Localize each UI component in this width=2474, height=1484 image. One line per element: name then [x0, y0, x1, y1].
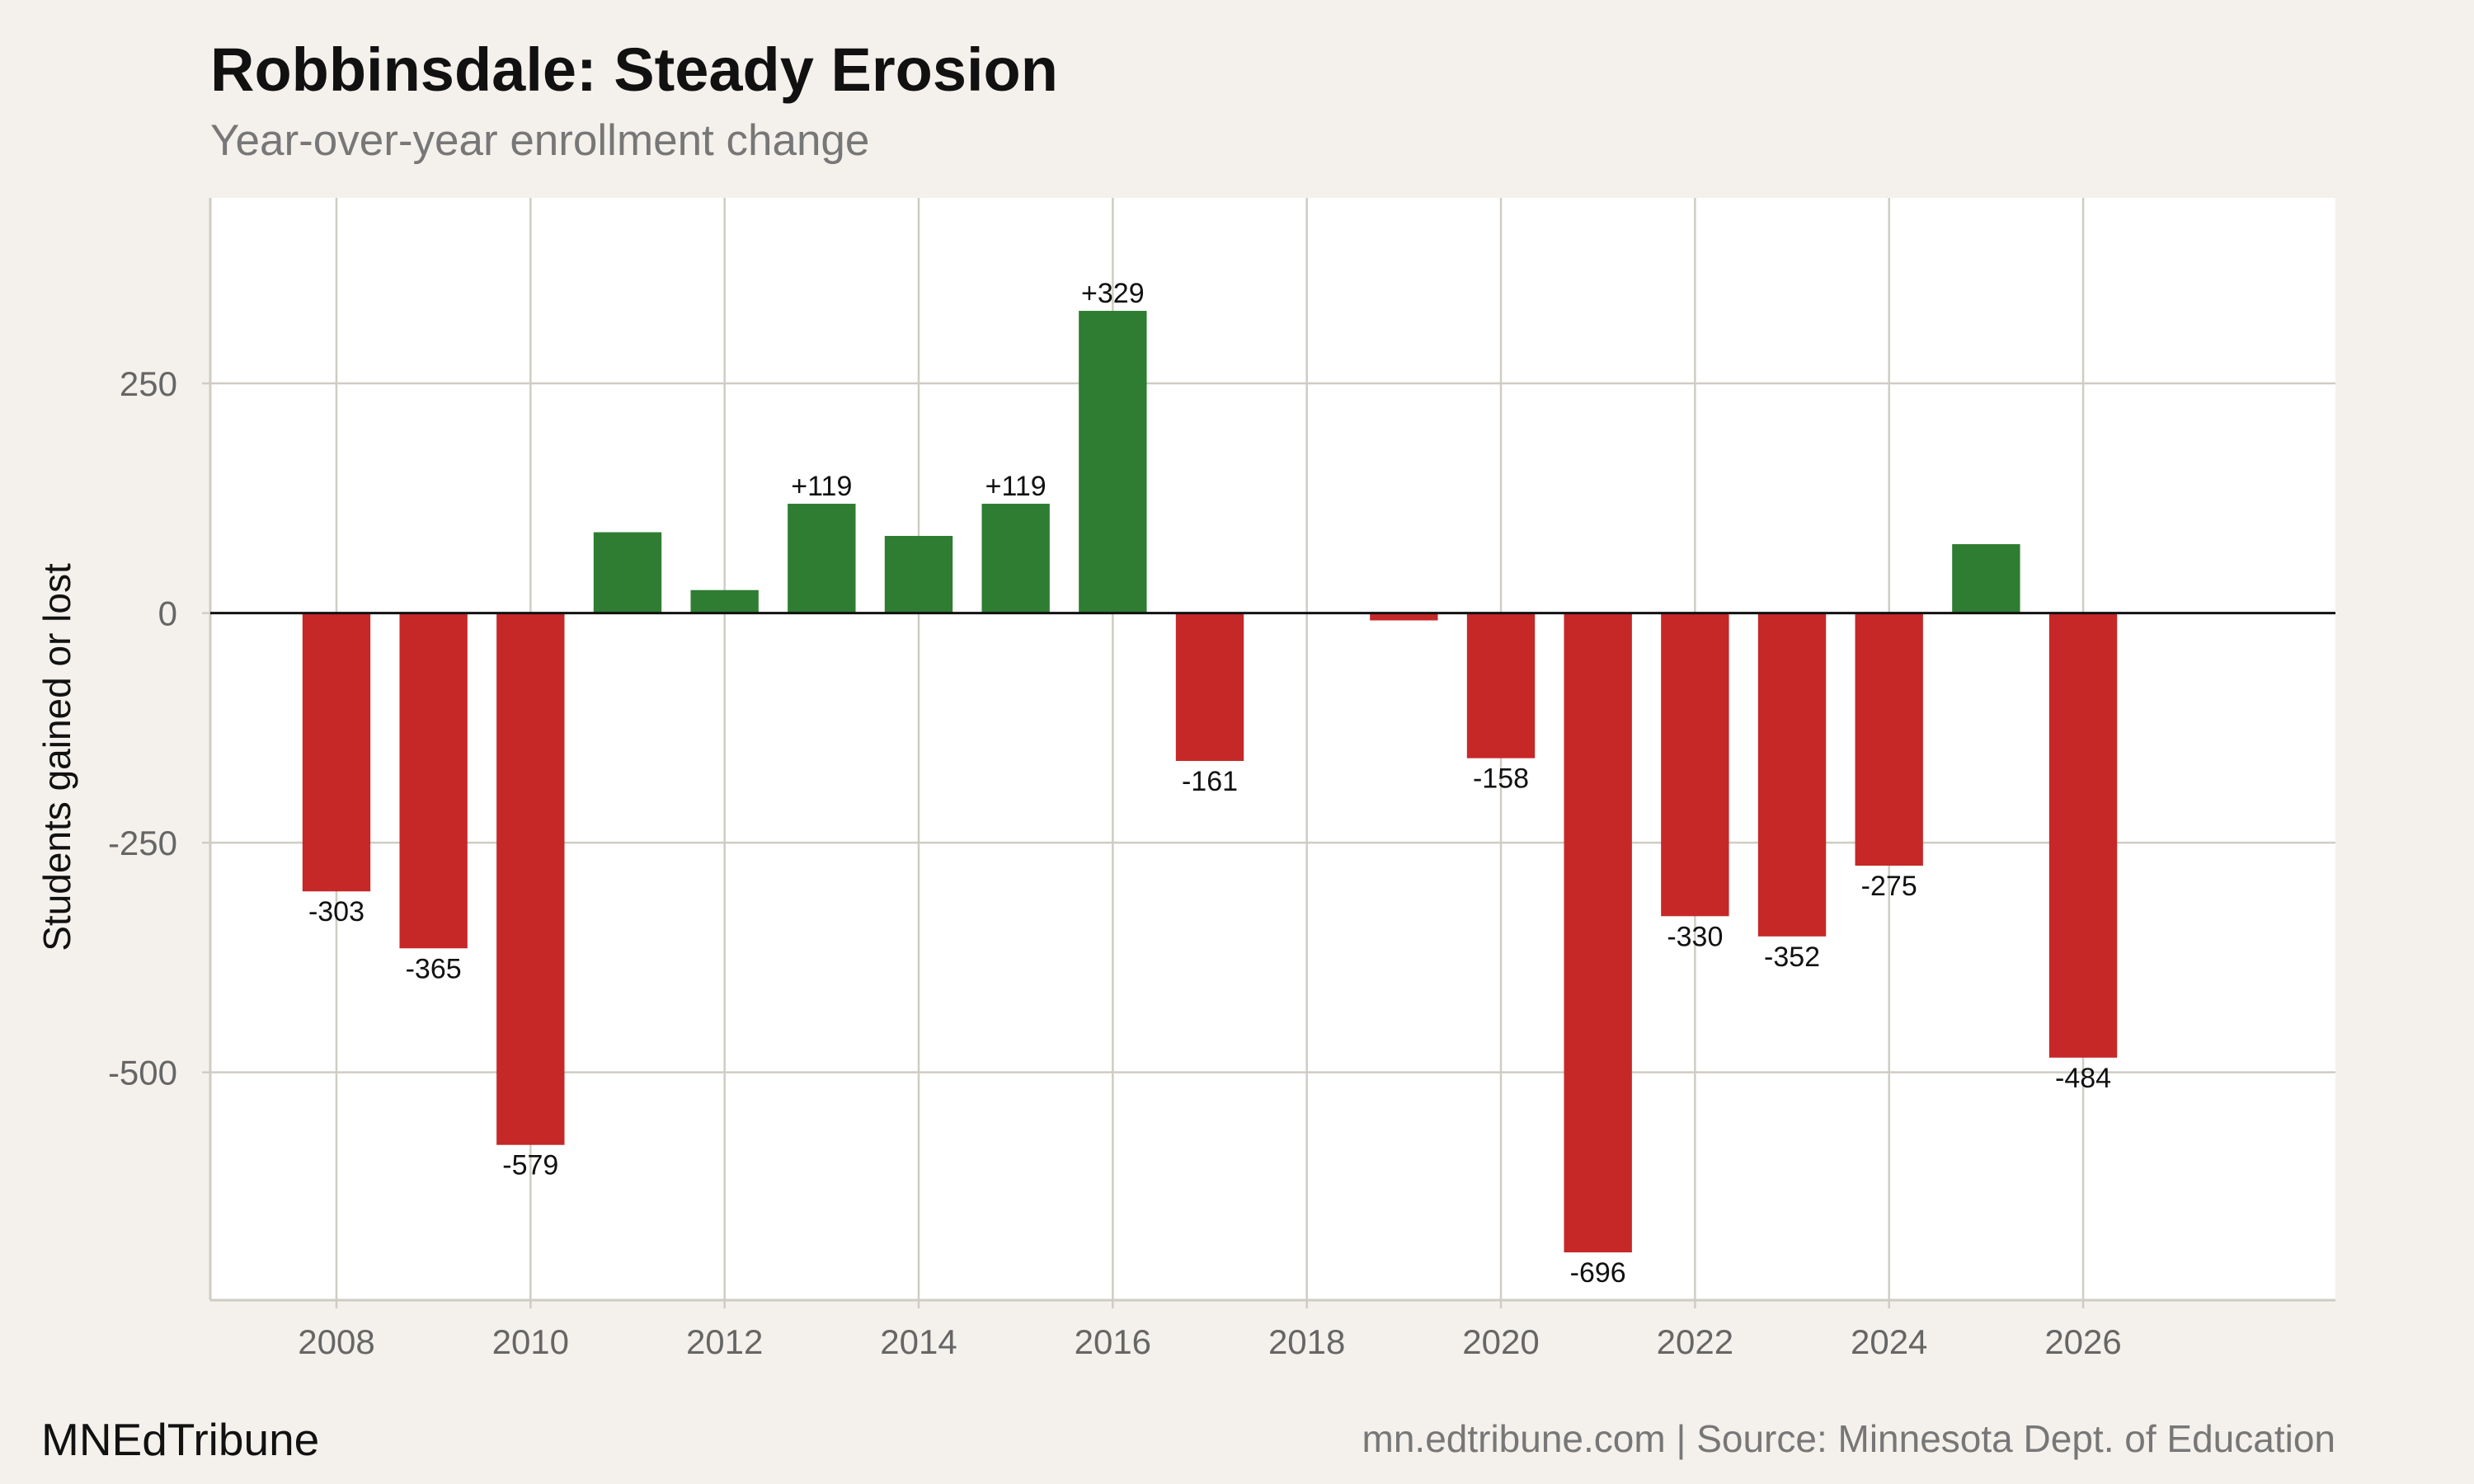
y-tick-label: 250 — [120, 364, 177, 403]
bar-2022 — [1661, 613, 1729, 917]
source-note: mn.edtribune.com | Source: Minnesota Dep… — [1362, 1417, 2335, 1460]
data-label-2008: -303 — [308, 896, 365, 928]
x-tick-label: 2024 — [1851, 1322, 1927, 1361]
y-tick-label: -250 — [108, 824, 177, 862]
x-tick-label: 2010 — [492, 1322, 569, 1361]
bar-2020 — [1466, 613, 1536, 758]
bar-2016 — [1079, 311, 1147, 613]
x-tick-label: 2012 — [686, 1322, 763, 1361]
bar-2012 — [690, 589, 759, 613]
chart-subtitle: Year-over-year enrollment change — [210, 116, 870, 165]
data-label-2026: -484 — [2055, 1063, 2111, 1094]
data-label-2020: -158 — [1473, 763, 1529, 795]
data-label-2009: -365 — [406, 953, 462, 984]
y-tick-label: -500 — [108, 1054, 177, 1092]
brand-name: MNEdTribune — [41, 1414, 320, 1465]
data-label-2010: -579 — [502, 1150, 558, 1181]
bar-2015 — [981, 504, 1050, 613]
chart-title: Robbinsdale: Steady Erosion — [210, 35, 1058, 104]
data-label-2023: -352 — [1764, 942, 1820, 973]
x-tick-label: 2026 — [2044, 1322, 2121, 1361]
bar-2011 — [593, 532, 662, 613]
data-label-2024: -275 — [1861, 871, 1917, 902]
data-label-2021: -696 — [1570, 1257, 1626, 1289]
x-tick-label: 2008 — [298, 1322, 374, 1361]
bar-2024 — [1855, 613, 1923, 866]
bar-2014 — [884, 536, 953, 613]
bar-2008 — [302, 613, 371, 892]
bar-2021 — [1564, 613, 1632, 1253]
data-label-2016: +329 — [1081, 278, 1145, 309]
data-label-2017: -161 — [1182, 766, 1238, 797]
x-tick-label: 2014 — [880, 1322, 957, 1361]
data-label-2015: +119 — [985, 471, 1047, 502]
bar-2013 — [788, 504, 856, 613]
bar-2026 — [2048, 613, 2118, 1058]
x-tick-label: 2016 — [1075, 1322, 1151, 1361]
y-tick-label: 0 — [158, 594, 177, 633]
bar-2019 — [1370, 613, 1438, 621]
y-axis-title: Students gained or lost — [35, 563, 78, 951]
bar-2009 — [399, 613, 468, 949]
x-tick-label: 2020 — [1462, 1322, 1539, 1361]
data-label-2013: +119 — [791, 471, 852, 502]
x-tick-label: 2018 — [1268, 1322, 1345, 1361]
bar-2017 — [1175, 613, 1244, 761]
bar-2025 — [1952, 544, 2020, 613]
data-label-2022: -330 — [1667, 921, 1723, 952]
bar-2010 — [496, 613, 565, 1145]
bar-2023 — [1757, 613, 1827, 937]
x-tick-label: 2022 — [1657, 1322, 1733, 1361]
